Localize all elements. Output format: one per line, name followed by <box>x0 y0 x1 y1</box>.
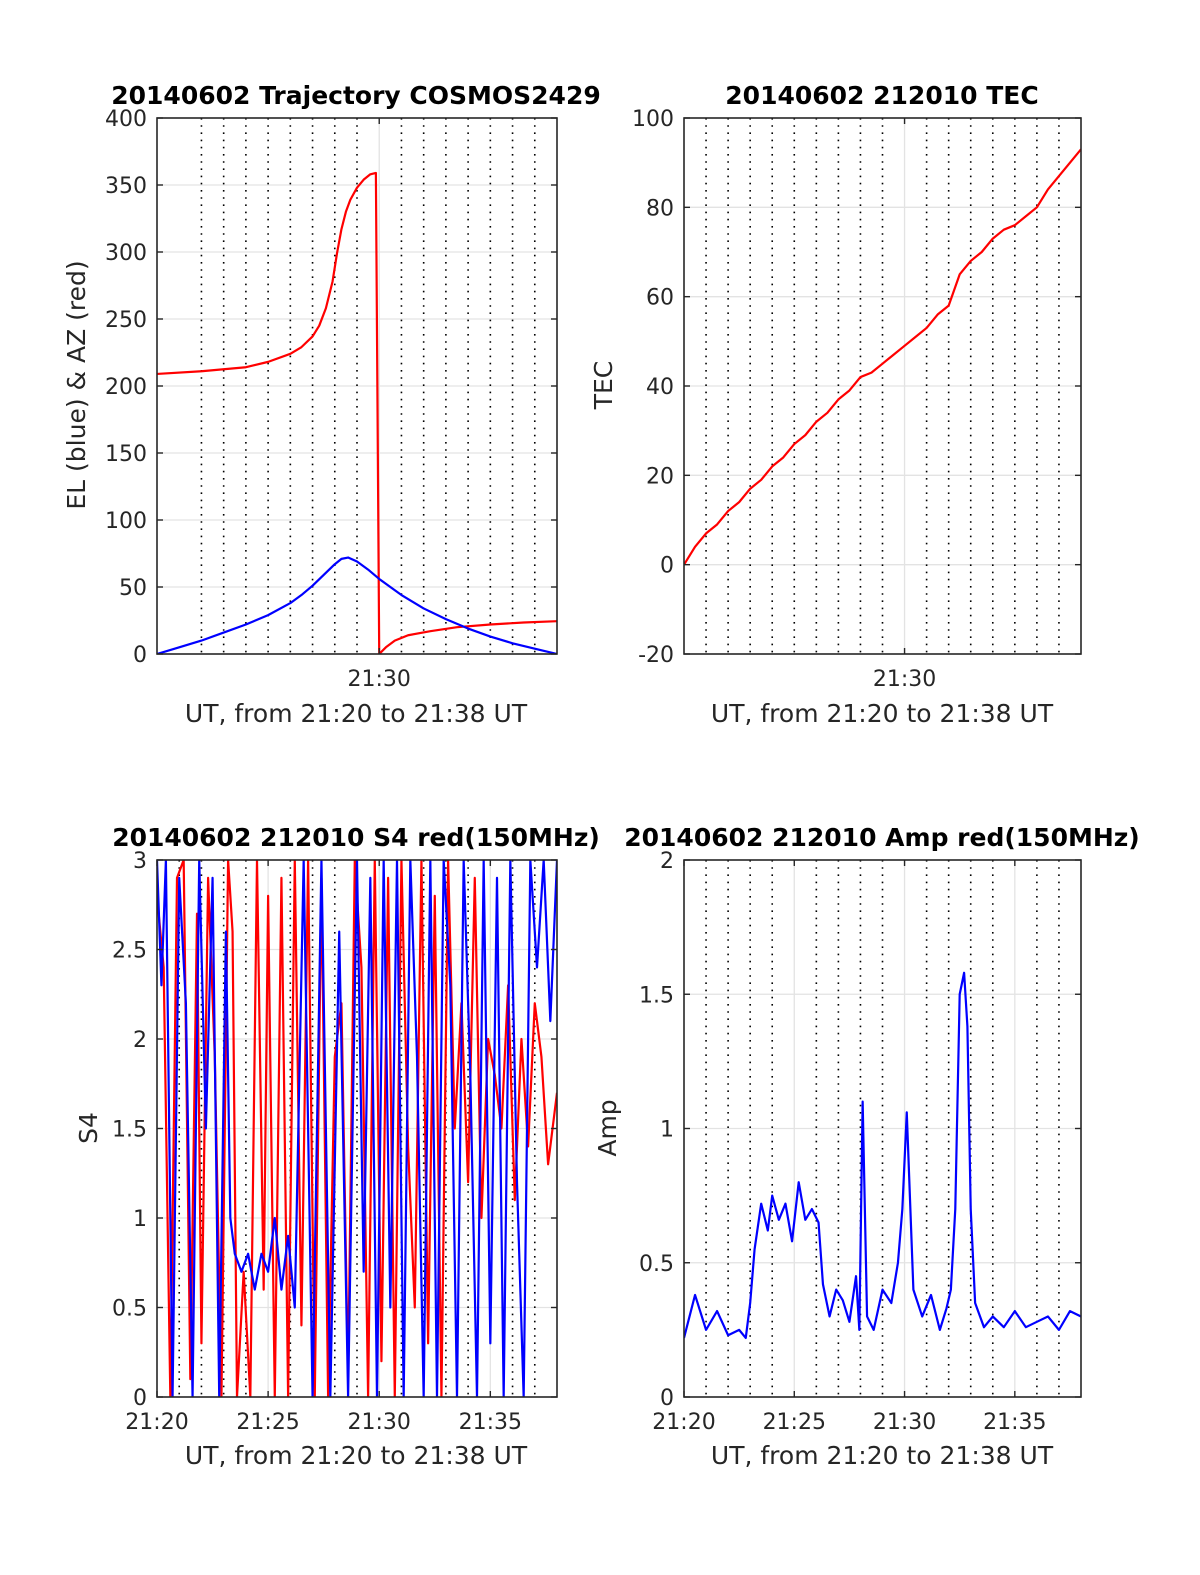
trajectory-series-group <box>157 171 557 654</box>
trajectory-el-line <box>157 556 557 654</box>
amp-ytick-label: 1.5 <box>639 983 674 1008</box>
tec-panel: 20140602 212010 TEC UT, from 21:20 to 21… <box>589 81 1082 728</box>
amp-xlabel: UT, from 21:20 to 21:38 UT <box>711 1441 1054 1470</box>
trajectory-ylabel: EL (blue) & AZ (red) <box>62 260 91 509</box>
trajectory-az-line <box>157 171 557 654</box>
tec-ytick-label: 20 <box>646 464 674 489</box>
amp-ytick-label: 0.5 <box>639 1252 674 1277</box>
tec-ytick-label: 60 <box>646 286 674 311</box>
amp-xtick-label: 21:20 <box>652 1410 715 1435</box>
tec-ytick-label: 40 <box>646 375 674 400</box>
amp-ytick-label: 1 <box>660 1118 674 1143</box>
trajectory-xtick-label: 21:30 <box>348 667 411 692</box>
s4-xlabel: UT, from 21:20 to 21:38 UT <box>185 1441 528 1470</box>
s4-ytick-label: 2.5 <box>112 939 147 964</box>
s4-xtick-label: 21:25 <box>236 1410 299 1435</box>
s4-ytick-label: 3 <box>133 849 147 874</box>
tec-ytick-label: 100 <box>632 107 674 132</box>
tec-ytick-label: 0 <box>660 554 674 579</box>
s4-ytick-label: 1 <box>133 1207 147 1232</box>
s4-xtick-label: 21:30 <box>348 1410 411 1435</box>
trajectory-ytick-label: 200 <box>105 375 147 400</box>
s4-title: 20140602 212010 S4 red(150MHz) <box>112 823 600 852</box>
amp-panel: 20140602 212010 Amp red(150MHz) UT, from… <box>593 823 1140 1470</box>
s4-ytick-label: 2 <box>133 1028 147 1053</box>
amp-xtick-label: 21:25 <box>763 1410 826 1435</box>
amp-series-group <box>684 971 1081 1340</box>
s4-series-group <box>157 860 557 1397</box>
trajectory-title: 20140602 Trajectory COSMOS2429 <box>111 81 601 110</box>
tec-ylabel: TEC <box>589 361 618 411</box>
s4-ytick-label: 1.5 <box>112 1118 147 1143</box>
s4-ytick-label: 0 <box>133 1386 147 1411</box>
s4-s4_blue-line <box>157 860 557 1397</box>
s4-ylabel: S4 <box>74 1112 103 1144</box>
trajectory-ytick-label: 300 <box>105 241 147 266</box>
s4-xtick-label: 21:35 <box>459 1410 522 1435</box>
trajectory-ytick-label: 150 <box>105 442 147 467</box>
trajectory-ytick-label: 350 <box>105 174 147 199</box>
amp-title: 20140602 212010 Amp red(150MHz) <box>624 823 1140 852</box>
trajectory-ytick-label: 50 <box>119 576 147 601</box>
amp-ytick-label: 0 <box>660 1386 674 1411</box>
tec-ytick-label: -20 <box>638 643 674 668</box>
amp-xtick-label: 21:35 <box>983 1410 1046 1435</box>
amp-xtick-label: 21:30 <box>873 1410 936 1435</box>
s4-panel: 20140602 212010 S4 red(150MHz) UT, from … <box>74 823 600 1470</box>
tec-ytick-label: 80 <box>646 196 674 221</box>
tec-title: 20140602 212010 TEC <box>725 81 1038 110</box>
s4-ytick-label: 0.5 <box>112 1297 147 1322</box>
amp-amp_blue-line <box>684 971 1081 1340</box>
tec-grid <box>684 118 1081 654</box>
s4-xtick-label: 21:20 <box>125 1410 188 1435</box>
tec-xtick-label: 21:30 <box>873 667 936 692</box>
trajectory-panel: 20140602 Trajectory COSMOS2429 UT, from … <box>62 81 601 728</box>
tec-xlabel: UT, from 21:20 to 21:38 UT <box>711 699 1054 728</box>
trajectory-ytick-label: 400 <box>105 107 147 132</box>
trajectory-ytick-label: 100 <box>105 509 147 534</box>
amp-ylabel: Amp <box>593 1099 622 1156</box>
trajectory-xlabel: UT, from 21:20 to 21:38 UT <box>185 699 528 728</box>
tec-series-group <box>684 148 1081 566</box>
trajectory-ytick-label: 0 <box>133 643 147 668</box>
amp-ytick-label: 2 <box>660 849 674 874</box>
trajectory-ytick-label: 250 <box>105 308 147 333</box>
tec-tec-line <box>684 148 1081 566</box>
